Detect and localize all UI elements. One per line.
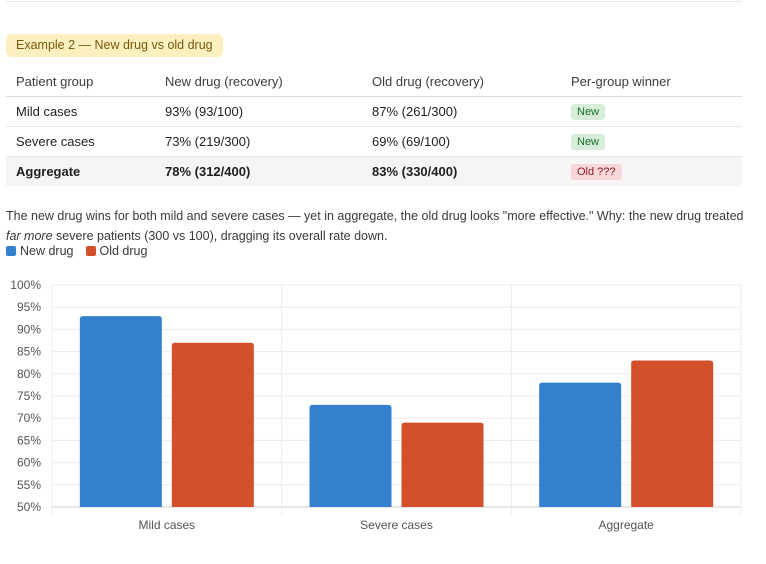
bar-new-drug <box>309 404 392 507</box>
cell-old: 83% (330/400) <box>362 156 561 186</box>
x-tick-label: Mild cases <box>138 518 195 532</box>
explanation-emphasis: far more <box>6 229 53 243</box>
cell-new: 93% (93/100) <box>155 96 362 127</box>
bar-old-drug <box>631 360 714 507</box>
legend-item-old-drug[interactable]: Old drug <box>85 244 148 258</box>
bar-chart-canvas: 50% 55% 60% 65% 70% 75% 80% 85% 90% 95% 100% Mild c… <box>10 278 742 532</box>
legend-item-new-drug[interactable]: New drug <box>6 244 74 258</box>
bar-old-drug <box>401 422 484 507</box>
bar-old-drug <box>171 342 254 507</box>
bar-new-drug <box>79 316 162 507</box>
chart-legend: New drug Old drug <box>6 244 147 258</box>
x-tick-label: Aggregate <box>598 518 654 532</box>
cell-winner: New <box>561 126 742 157</box>
header-old-drug: Old drug (recovery) <box>362 67 561 97</box>
y-tick-label: 80% <box>17 367 41 381</box>
old-drug-swatch-icon <box>85 246 96 256</box>
table-row: Mild cases 93% (93/100) 87% (261/300) Ne… <box>6 96 742 127</box>
header-new-drug: New drug (recovery) <box>155 67 362 97</box>
y-tick-label: 75% <box>17 389 41 403</box>
y-tick-label: 90% <box>17 322 41 336</box>
top-divider <box>6 1 742 2</box>
bar-new-drug <box>539 382 622 507</box>
bar-chart: 50% 55% 60% 65% 70% 75% 80% 85% 90% 95% 100% Mild c… <box>0 275 766 535</box>
comparison-table: Patient group New drug (recovery) Old dr… <box>6 67 742 186</box>
cell-group: Aggregate <box>6 156 155 186</box>
y-tick-label: 55% <box>17 478 41 492</box>
cell-group: Mild cases <box>6 96 155 127</box>
cell-old: 87% (261/300) <box>362 96 561 127</box>
cell-new: 78% (312/400) <box>155 156 362 186</box>
cell-winner: Old ??? <box>561 156 742 186</box>
y-tick-label: 95% <box>17 300 41 314</box>
table-row-aggregate: Aggregate 78% (312/400) 83% (330/400) Ol… <box>6 156 742 186</box>
cell-winner: New <box>561 96 742 127</box>
header-winner: Per-group winner <box>561 67 742 97</box>
example-label: Example 2 — New drug vs old drug <box>6 34 223 57</box>
explanation-part1: The new drug wins for both mild and seve… <box>6 209 744 223</box>
y-tick-label: 50% <box>17 500 41 514</box>
table-row: Severe cases 73% (219/300) 69% (69/100) … <box>6 126 742 157</box>
winner-badge: New <box>571 104 606 120</box>
x-tick-label: Severe cases <box>360 518 433 532</box>
explanation-text: The new drug wins for both mild and seve… <box>6 206 746 246</box>
header-patient-group: Patient group <box>6 67 155 97</box>
table-header-row: Patient group New drug (recovery) Old dr… <box>6 67 742 97</box>
legend-label: Old drug <box>99 244 148 258</box>
explanation-part2: severe patients (300 vs 100), dragging i… <box>52 229 388 243</box>
y-tick-label: 60% <box>17 456 41 470</box>
cell-group: Severe cases <box>6 126 155 157</box>
cell-new: 73% (219/300) <box>155 126 362 157</box>
new-drug-swatch-icon <box>6 246 16 256</box>
legend-label: New drug <box>20 244 74 258</box>
winner-badge: Old ??? <box>571 164 622 180</box>
cell-old: 69% (69/100) <box>362 126 561 157</box>
y-tick-label: 100% <box>10 278 41 292</box>
winner-badge: New <box>571 134 606 150</box>
y-tick-label: 85% <box>17 345 41 359</box>
y-tick-label: 70% <box>17 411 41 425</box>
y-tick-label: 65% <box>17 433 41 447</box>
